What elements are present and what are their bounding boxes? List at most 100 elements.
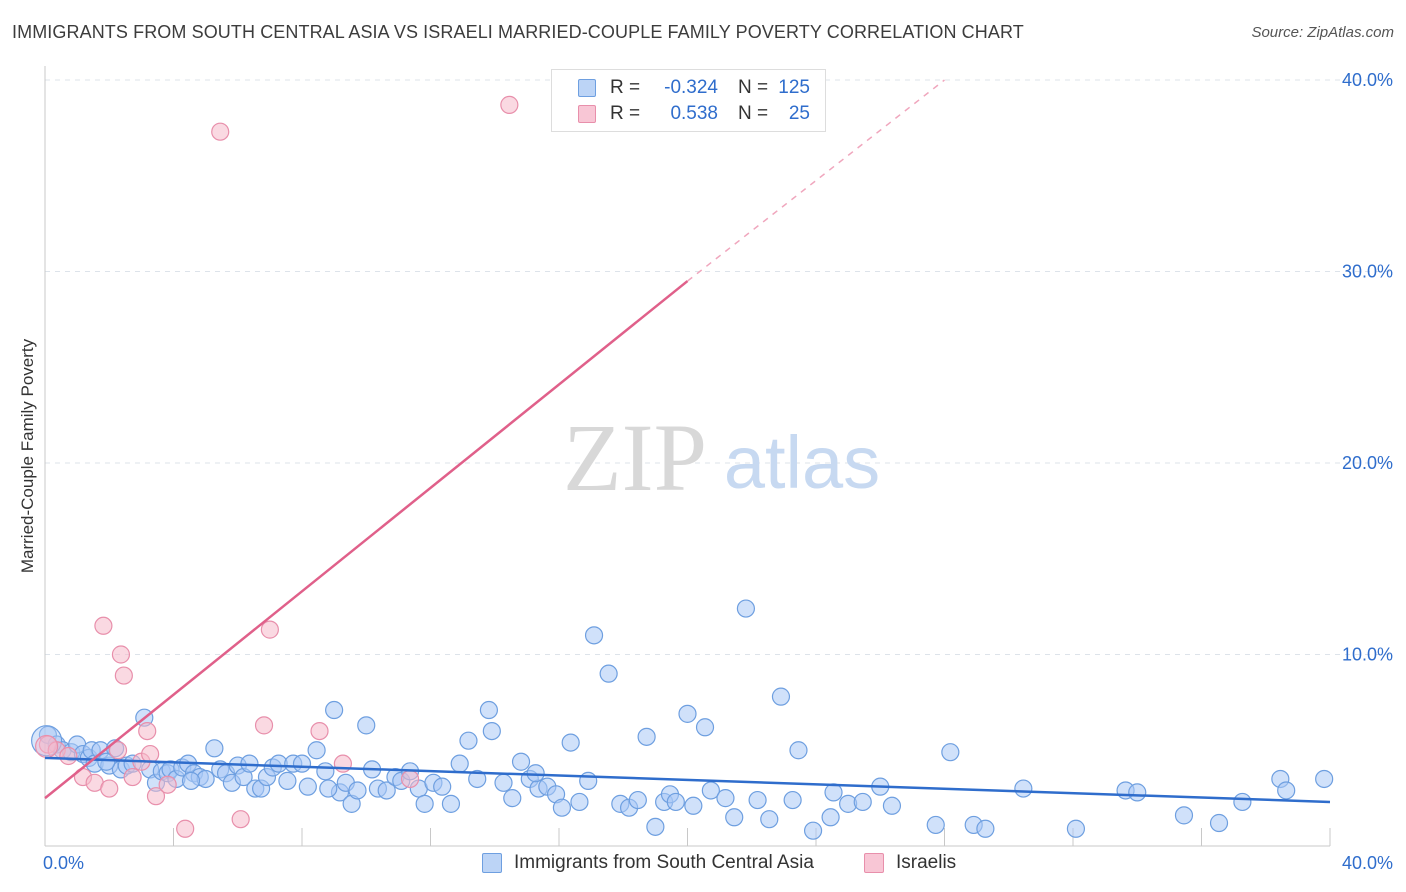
data-point [976,819,995,838]
data-point [803,821,823,840]
data-point [821,808,840,827]
data-point [494,773,513,792]
data-point [853,792,872,812]
data-point [1014,779,1033,798]
data-point [325,700,344,720]
legend-swatch-pink [864,853,884,873]
y-tick-label: 40.0% [1342,70,1393,90]
data-point [158,775,177,794]
legend-label: Immigrants from South Central Asia [514,852,814,873]
data-point [1233,792,1252,812]
legend-n-value: 25 [788,103,810,124]
data-point [357,716,376,735]
tick-labels: 10.0% 20.0% 30.0% 40.0% 0.0% 40.0% [43,70,1393,873]
data-point [415,794,434,813]
data-point [579,771,598,790]
y-tick-label: 30.0% [1342,262,1393,282]
data-point [570,792,589,812]
data-point [666,792,685,812]
data-point [97,752,116,771]
data-point [298,777,317,796]
data-point [1066,819,1086,838]
data-point [231,810,250,829]
data-point [684,796,703,815]
data-point [319,779,338,798]
data-point [695,718,715,737]
legend-r-label: R = [610,77,641,98]
data-point [599,664,618,683]
legend-r-value: 0.538 [670,103,718,124]
data-point [1209,813,1229,833]
data-point [526,764,545,783]
data-point-cluster [35,734,59,759]
data-point [678,704,697,723]
series-legend: Immigrants from South Central Asia Israe… [0,852,1406,876]
data-point [1277,781,1296,800]
legend-n-value: 125 [778,77,810,98]
data-point [789,741,808,760]
data-point [114,666,133,685]
data-point [771,687,791,706]
data-point [511,752,531,771]
axes [44,66,1331,847]
legend-swatch-blue [578,79,596,97]
legend-item-south-central-asia[interactable]: Immigrants from South Central Asia [482,852,814,874]
data-point [176,819,195,838]
data-point [400,769,420,789]
x-tick-label-max: 40.0% [1342,853,1393,873]
data-point [941,743,960,762]
legend-swatch-blue [482,853,502,873]
trend-line-israelis [44,280,689,800]
data-point [377,781,396,800]
data-point [450,754,469,773]
data-point [482,721,501,741]
correlation-legend: R = -0.324 N = 125 R = 0.538 N = 25 [551,69,826,132]
data-point [646,817,665,836]
y-tick-label: 10.0% [1342,645,1393,665]
trend-line-south-central-asia [44,756,1331,804]
data-point [278,771,297,790]
data-point [628,790,647,810]
data-point [926,815,945,835]
data-point [748,790,767,810]
data-point [637,727,656,746]
data-point [1315,769,1334,789]
data-point [141,744,160,764]
data-point [348,781,367,800]
data-point [760,810,779,829]
data-point [146,787,166,806]
chart-title: IMMIGRANTS FROM SOUTH CENTRAL ASIA VS IS… [12,22,1024,42]
data-point [459,731,478,750]
data-point [94,616,113,635]
gridlines [45,79,1392,655]
data-point [783,790,802,810]
data-point [100,779,119,798]
data-point [1174,806,1194,825]
watermark-atlas: atlas [724,421,880,504]
x-tick-label-min: 0.0% [43,853,84,873]
data-point [716,789,735,808]
legend-row-south-central-asia: R = -0.324 N = 125 [578,76,810,100]
watermark-zip: ZIP [563,404,707,511]
data-point [316,762,335,781]
legend-label: Israelis [896,852,957,873]
legend-n-label: N = [738,77,769,98]
y-tick-label: 20.0% [1342,453,1393,473]
data-point [111,645,131,664]
data-point [260,620,279,639]
data-point [824,783,843,802]
data-point [736,599,756,618]
data-point [441,794,461,813]
data-point [468,769,487,789]
source-attribution: Source: ZipAtlas.com [1251,24,1394,41]
legend-r-label: R = [610,103,641,124]
data-point [1128,783,1147,802]
legend-item-israelis[interactable]: Israelis [864,852,956,874]
data-point [292,754,312,773]
legend-row-israelis: R = 0.538 N = 25 [578,102,810,126]
data-point [211,122,230,141]
series-israelis [35,95,519,838]
data-point [108,741,128,760]
data-point [561,733,580,752]
